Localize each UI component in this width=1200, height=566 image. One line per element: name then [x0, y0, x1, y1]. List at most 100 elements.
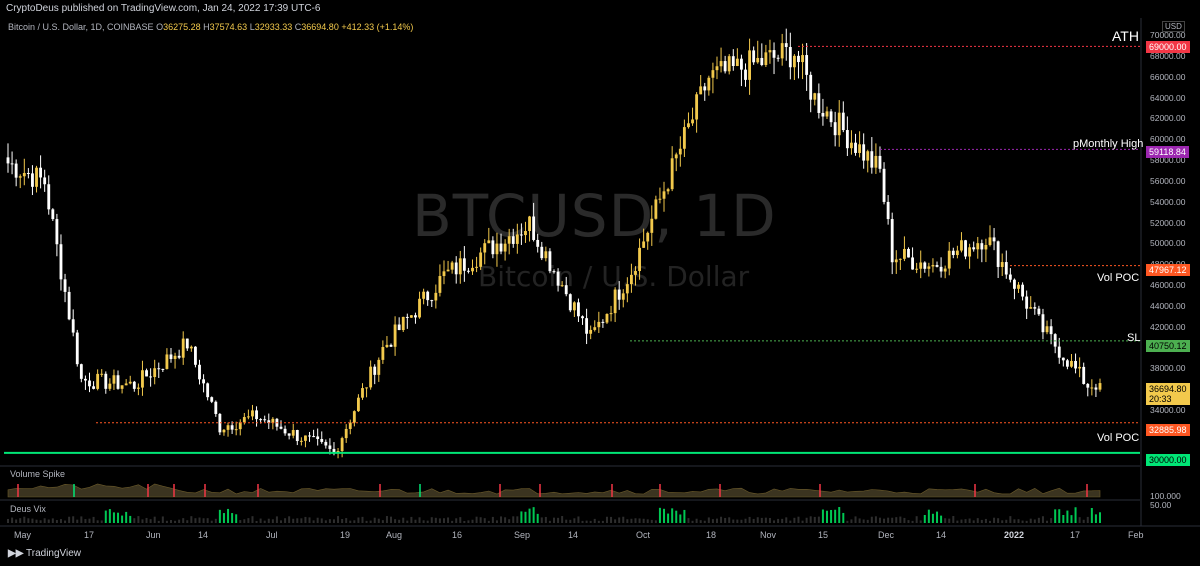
- vix-bar: [418, 517, 421, 523]
- candle-body: [71, 319, 75, 333]
- open-value: 36275.28: [163, 22, 201, 32]
- candle-body: [251, 410, 254, 417]
- candle-body: [1008, 274, 1012, 280]
- candle-body: [198, 364, 201, 380]
- vix-bar: [1090, 508, 1093, 523]
- candle-body: [976, 243, 980, 250]
- vix-bar: [284, 518, 287, 523]
- vix-bar: [789, 520, 792, 523]
- vix-bar: [1025, 520, 1028, 523]
- vix-bar: [887, 517, 890, 523]
- candle-body: [283, 428, 287, 434]
- candle-body: [153, 368, 157, 378]
- candle-body: [1021, 284, 1025, 297]
- candle-body: [797, 55, 800, 63]
- vix-bar: [878, 517, 881, 523]
- candle-body: [320, 439, 324, 442]
- vix-bar: [540, 517, 543, 523]
- candle-body: [634, 271, 637, 275]
- vix-bar: [907, 520, 910, 523]
- candle-body: [744, 69, 747, 80]
- candle-body: [173, 355, 177, 359]
- close-label: C: [294, 22, 302, 32]
- candle-body: [984, 244, 988, 250]
- vix-bar: [777, 518, 780, 523]
- vix-bar: [683, 509, 686, 523]
- candle-body: [870, 151, 874, 168]
- vix-bar: [940, 515, 943, 523]
- candle-body: [707, 77, 711, 91]
- candle-body: [304, 435, 307, 441]
- vix-bar: [59, 519, 62, 523]
- candle-body: [915, 268, 919, 270]
- time-tick-label: 17: [84, 530, 95, 540]
- vix-bar: [610, 516, 613, 523]
- candle-body: [858, 144, 862, 153]
- candle-body: [185, 338, 189, 349]
- vix-bar: [332, 519, 335, 523]
- candle-body: [572, 302, 576, 311]
- candle-body: [14, 163, 18, 178]
- volume-axis-tick: 100.000: [1150, 491, 1181, 501]
- candle-body: [165, 354, 169, 369]
- candle-body: [902, 248, 906, 259]
- candle-body: [568, 294, 572, 311]
- candle-body: [1041, 314, 1045, 333]
- candle-body: [124, 383, 128, 386]
- vix-bar: [984, 518, 987, 523]
- vix-bar: [76, 519, 79, 523]
- vix-bar: [1062, 515, 1065, 523]
- vix-bar: [194, 518, 197, 523]
- vix-bar: [826, 510, 828, 523]
- vix-bar: [524, 511, 527, 523]
- vix-bar: [821, 509, 824, 523]
- candle-body: [267, 420, 271, 424]
- currency-label[interactable]: USD: [1162, 21, 1185, 32]
- candle-body: [670, 158, 674, 190]
- vix-bar: [915, 516, 918, 523]
- time-tick-label: 18: [706, 530, 717, 540]
- candle-body: [63, 279, 67, 292]
- tradingview-logo[interactable]: ▶▶ TradingView: [8, 548, 81, 559]
- vix-bar: [178, 519, 181, 523]
- vix-bar: [569, 519, 572, 523]
- vix-bar: [316, 517, 319, 523]
- candle-body: [328, 445, 332, 449]
- candle-body: [145, 370, 148, 377]
- candle-body: [373, 366, 377, 375]
- candle-body: [499, 243, 503, 252]
- candle-body: [536, 239, 540, 247]
- vix-bar: [357, 517, 360, 523]
- candle-body: [960, 240, 963, 251]
- vix-bar: [51, 518, 54, 523]
- candle-body: [560, 285, 564, 287]
- candle-body: [43, 177, 47, 185]
- candle-body: [348, 422, 352, 429]
- candle-body: [308, 435, 311, 437]
- vix-bar: [768, 517, 771, 523]
- pmonthly-price-label: 59118.84: [1146, 146, 1189, 158]
- vix-bar: [711, 519, 714, 523]
- vix-bar: [654, 520, 657, 523]
- vix-bar: [573, 518, 576, 523]
- ath-price-label: 69000.00: [1146, 41, 1190, 53]
- candle-body: [695, 94, 699, 120]
- time-tick-label: 16: [452, 530, 463, 540]
- vix-bar: [398, 519, 401, 523]
- candle-body: [955, 250, 959, 256]
- vix-bar: [830, 509, 833, 523]
- vol-poc-lower-price-label: 32885.98: [1146, 424, 1190, 436]
- candle-body: [67, 291, 71, 320]
- candle-body: [26, 172, 30, 174]
- vix-bar: [658, 507, 661, 523]
- candle-body: [389, 344, 393, 347]
- vix-bar: [854, 516, 857, 523]
- vix-bar: [740, 519, 743, 523]
- vix-bar: [426, 520, 429, 523]
- vix-bar: [834, 509, 837, 523]
- vix-bar: [1001, 520, 1004, 523]
- symbol-watermark-sub: Bitcoin / U.S. Dollar: [478, 260, 750, 293]
- time-tick-label: May: [14, 530, 32, 540]
- candle-body: [340, 438, 344, 452]
